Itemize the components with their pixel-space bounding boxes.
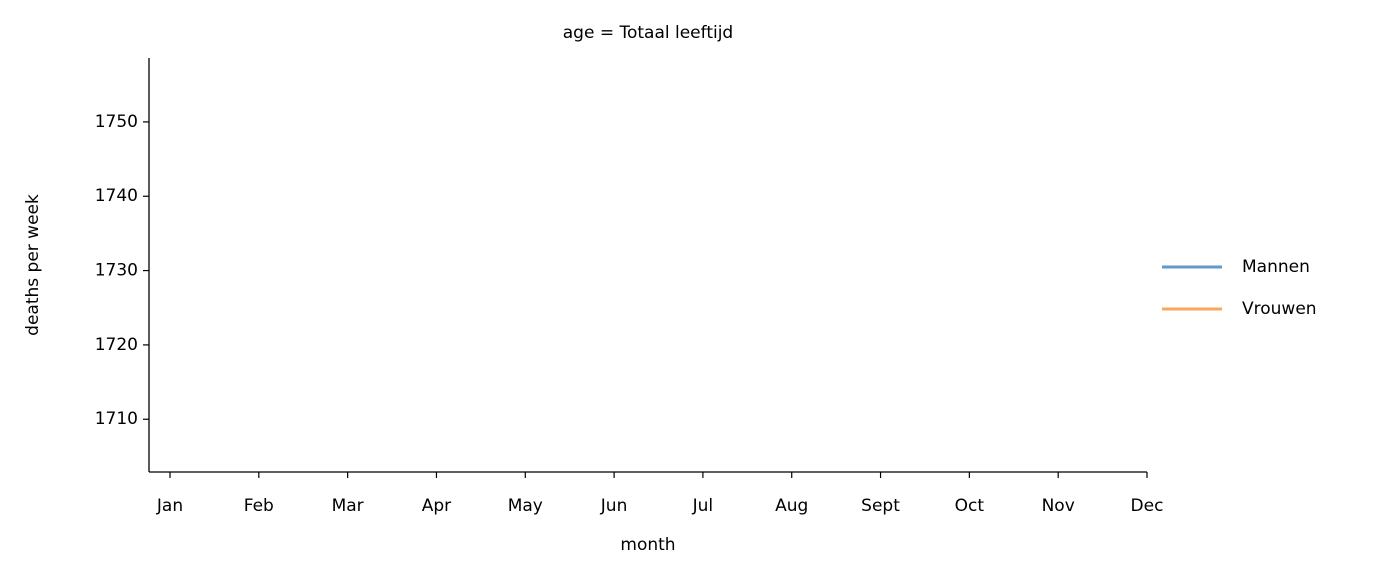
x-tick-label: Jul — [692, 496, 714, 516]
x-tick-label: Feb — [244, 496, 274, 516]
x-tick-label: Jun — [600, 496, 628, 516]
x-tick-label: Oct — [955, 496, 985, 516]
legend-label: Mannen — [1242, 257, 1310, 277]
y-tick-label: 1720 — [95, 335, 138, 355]
x-tick-label: Dec — [1131, 496, 1164, 516]
x-tick-label: Aug — [775, 496, 808, 516]
y-tick-label: 1730 — [95, 261, 138, 281]
x-tick-label: Mar — [332, 496, 364, 516]
y-tick-label: 1740 — [95, 186, 138, 206]
chart-title: age = Totaal leeftijd — [563, 23, 733, 43]
x-tick-label: Nov — [1042, 496, 1075, 516]
x-tick-label: Apr — [422, 496, 451, 516]
x-tick-label: May — [508, 496, 543, 516]
y-axis-label: deaths per week — [23, 194, 43, 336]
x-tick-label: Jan — [156, 496, 183, 516]
y-tick-label: 1750 — [95, 112, 138, 132]
legend-label: Vrouwen — [1242, 299, 1317, 319]
x-axis-label: month — [620, 535, 675, 555]
x-tick-label: Sept — [861, 496, 900, 516]
y-tick-label: 1710 — [95, 409, 138, 429]
